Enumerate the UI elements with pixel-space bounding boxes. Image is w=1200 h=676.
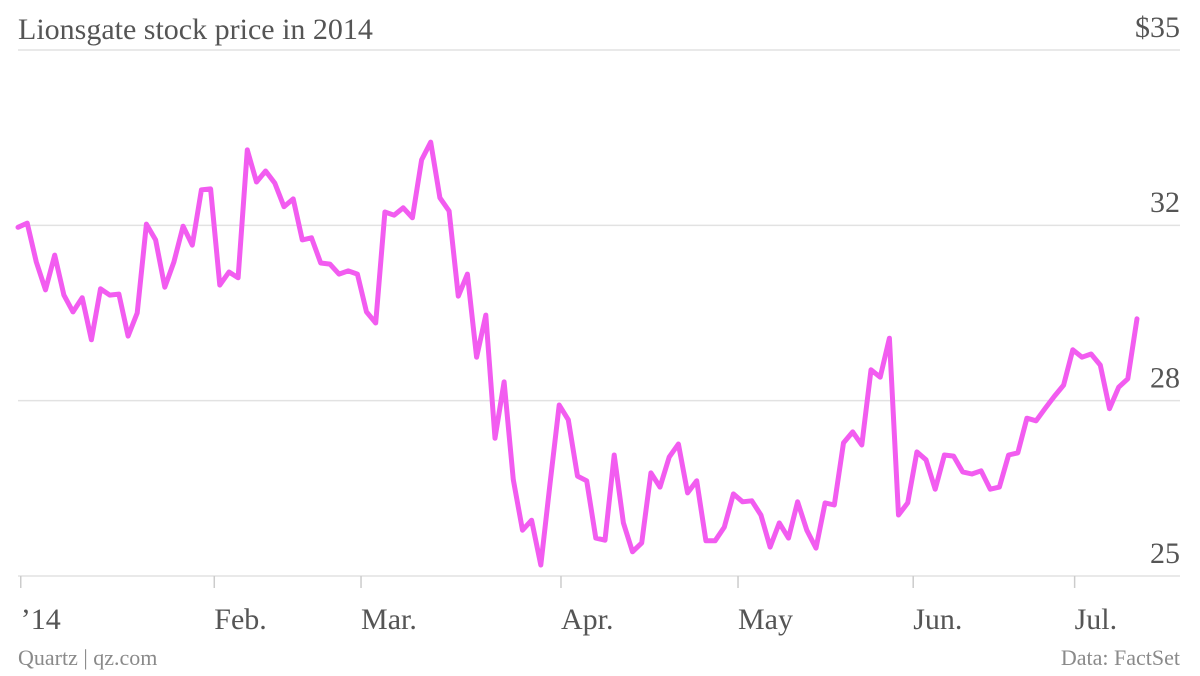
x-tick-label: ’14 bbox=[21, 603, 61, 636]
x-tick-label: Jun. bbox=[913, 603, 962, 636]
x-tick-label: May bbox=[738, 603, 793, 636]
x-tick-label: Feb. bbox=[214, 603, 267, 636]
y-tick-label: 28 bbox=[1150, 362, 1180, 395]
chart-title: Lionsgate stock price in 2014 bbox=[18, 13, 373, 46]
price-line bbox=[15, 139, 1140, 568]
x-tick-label: Apr. bbox=[561, 603, 614, 636]
source-left: Quartz | qz.com bbox=[18, 645, 157, 670]
y-tick-label: 25 bbox=[1150, 537, 1180, 570]
x-tick-label: Jul. bbox=[1075, 603, 1118, 636]
y-tick-label: 32 bbox=[1150, 186, 1180, 219]
y-tick-label: $35 bbox=[1135, 11, 1180, 44]
source-right: Data: FactSet bbox=[1061, 645, 1180, 670]
x-tick-label: Mar. bbox=[361, 603, 417, 636]
